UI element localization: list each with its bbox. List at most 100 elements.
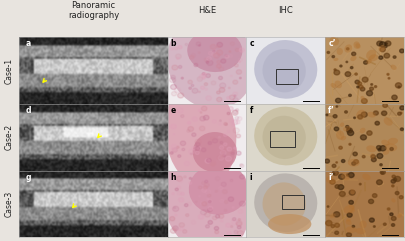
Circle shape — [207, 208, 212, 212]
Circle shape — [345, 128, 352, 133]
Circle shape — [379, 146, 385, 151]
Circle shape — [228, 118, 234, 123]
Circle shape — [235, 134, 240, 138]
Circle shape — [210, 44, 215, 49]
Circle shape — [218, 76, 222, 80]
Circle shape — [224, 123, 227, 125]
Circle shape — [366, 131, 371, 135]
Circle shape — [399, 128, 403, 131]
Circle shape — [191, 54, 195, 57]
Circle shape — [200, 210, 206, 215]
Circle shape — [177, 108, 183, 113]
Ellipse shape — [262, 49, 305, 92]
Circle shape — [391, 185, 393, 187]
Circle shape — [326, 51, 329, 54]
Circle shape — [344, 72, 350, 76]
Circle shape — [361, 155, 364, 158]
Ellipse shape — [396, 213, 401, 218]
Circle shape — [345, 174, 348, 176]
Text: c: c — [249, 39, 254, 48]
Circle shape — [227, 131, 229, 133]
Circle shape — [180, 115, 183, 117]
Circle shape — [188, 182, 191, 184]
Circle shape — [186, 202, 191, 206]
Circle shape — [325, 114, 327, 116]
Bar — [269, 131, 294, 147]
Circle shape — [351, 225, 354, 228]
Circle shape — [229, 149, 233, 153]
Circle shape — [375, 146, 380, 149]
Circle shape — [236, 222, 241, 226]
Circle shape — [182, 230, 186, 233]
Circle shape — [212, 120, 216, 123]
Circle shape — [354, 73, 356, 75]
Circle shape — [207, 194, 211, 197]
Circle shape — [171, 65, 177, 70]
Circle shape — [179, 227, 183, 231]
Circle shape — [172, 206, 178, 211]
Circle shape — [177, 192, 181, 195]
Ellipse shape — [350, 56, 356, 61]
Circle shape — [366, 91, 372, 96]
Ellipse shape — [330, 83, 335, 88]
Circle shape — [360, 135, 366, 140]
Ellipse shape — [390, 198, 394, 202]
Circle shape — [333, 173, 334, 174]
Circle shape — [347, 130, 353, 135]
Circle shape — [379, 170, 384, 174]
Circle shape — [379, 42, 385, 47]
Circle shape — [201, 106, 207, 111]
Text: H&E: H&E — [197, 6, 215, 15]
Circle shape — [239, 175, 244, 179]
Circle shape — [228, 197, 233, 201]
Circle shape — [345, 48, 348, 50]
Ellipse shape — [325, 176, 335, 184]
Circle shape — [237, 226, 241, 229]
Circle shape — [378, 56, 382, 59]
Circle shape — [392, 56, 395, 58]
Circle shape — [223, 134, 226, 137]
Circle shape — [382, 103, 386, 107]
Circle shape — [198, 186, 201, 189]
Circle shape — [341, 160, 344, 162]
Circle shape — [207, 206, 212, 210]
Circle shape — [333, 212, 339, 217]
Circle shape — [211, 52, 217, 57]
Circle shape — [184, 204, 188, 207]
Ellipse shape — [164, 81, 236, 187]
Text: h: h — [170, 173, 176, 182]
Circle shape — [215, 190, 217, 192]
Circle shape — [232, 98, 238, 102]
Ellipse shape — [367, 112, 375, 118]
Circle shape — [188, 80, 192, 84]
Text: Panoramic
radiography: Panoramic radiography — [68, 1, 119, 20]
Circle shape — [206, 57, 211, 61]
Circle shape — [357, 82, 361, 85]
Circle shape — [220, 155, 223, 157]
Circle shape — [335, 98, 340, 103]
Circle shape — [347, 173, 353, 178]
Ellipse shape — [345, 220, 351, 225]
Ellipse shape — [254, 40, 317, 99]
Circle shape — [171, 144, 176, 149]
Circle shape — [382, 223, 385, 225]
Circle shape — [208, 51, 213, 55]
Circle shape — [381, 111, 386, 115]
Circle shape — [333, 115, 336, 118]
Ellipse shape — [335, 130, 343, 140]
Circle shape — [347, 128, 350, 131]
Circle shape — [394, 192, 398, 195]
Ellipse shape — [329, 37, 338, 46]
Circle shape — [204, 183, 209, 187]
Circle shape — [216, 64, 221, 68]
Circle shape — [239, 164, 242, 166]
Ellipse shape — [342, 126, 350, 131]
Circle shape — [363, 61, 367, 64]
Circle shape — [171, 148, 175, 153]
Circle shape — [391, 95, 396, 100]
Circle shape — [230, 152, 234, 155]
Circle shape — [226, 147, 231, 151]
Circle shape — [232, 92, 237, 96]
Circle shape — [235, 109, 238, 111]
Text: g: g — [26, 173, 31, 182]
